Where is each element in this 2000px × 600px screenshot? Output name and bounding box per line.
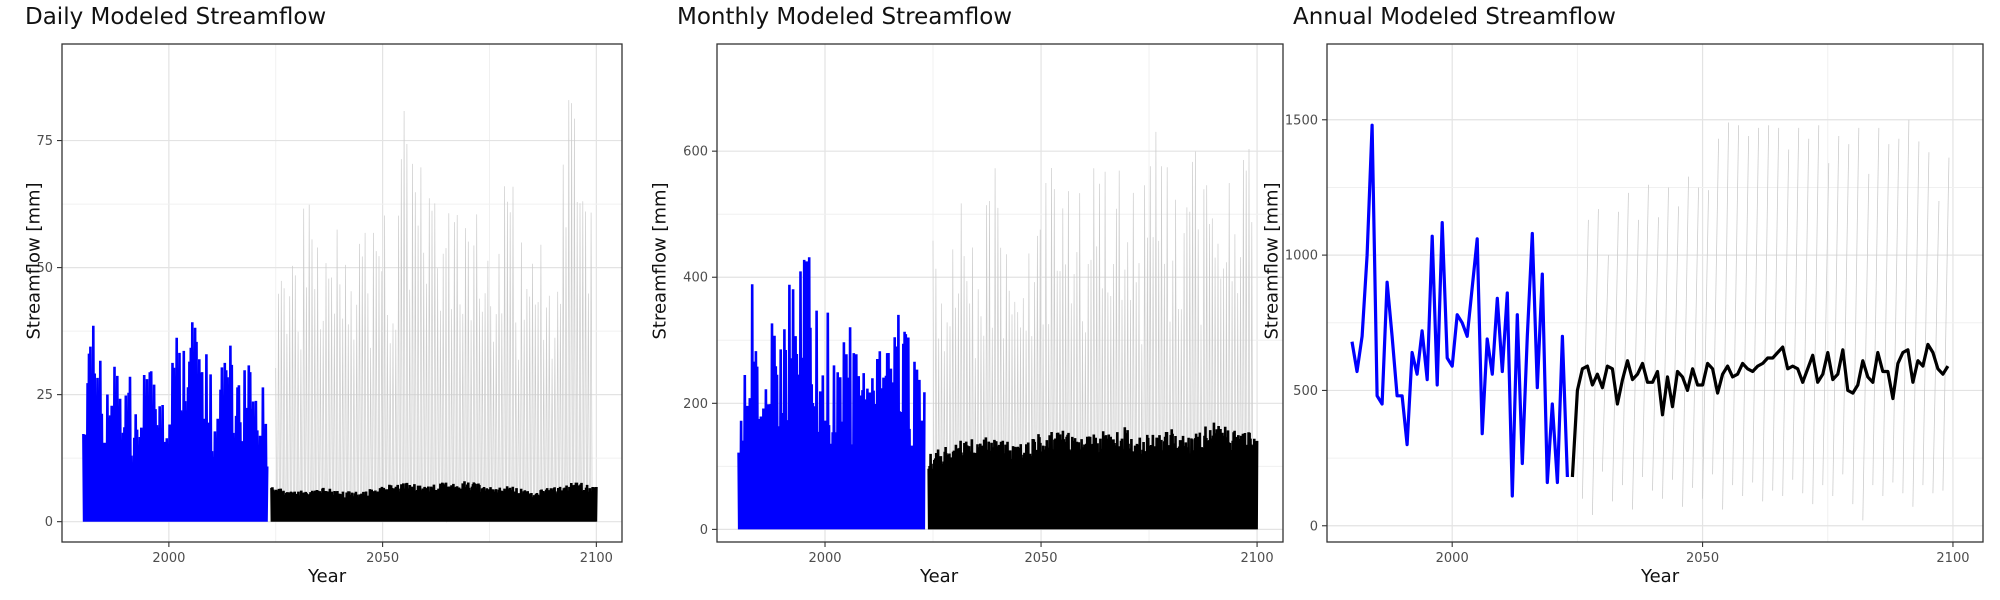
series-line-projected-range <box>1872 127 1880 486</box>
series-line-projected-range <box>1742 136 1750 496</box>
chart-plot-annual: 2000 2050 2100 0 500 1000 1500 <box>1285 43 1984 566</box>
series-line-projected-range <box>1632 219 1639 510</box>
plot-border <box>1326 43 1984 543</box>
x-tick-label: 2000 <box>152 551 185 566</box>
series-line-projected-range <box>1732 125 1740 486</box>
chart-panel-daily: Daily Modeled Streamflow 2000 2050 2100 0 25… <box>23 0 665 600</box>
x-tick-label: 2000 <box>1436 551 1469 566</box>
y-tick-label: 1000 <box>1285 249 1318 264</box>
chart-title: Daily Modeled Streamflow <box>25 4 327 30</box>
series-line-projected-range <box>1852 127 1860 505</box>
plot-border <box>61 43 623 543</box>
series-line-projected-range <box>1942 157 1950 491</box>
y-tick-label: 1500 <box>1285 113 1318 128</box>
y-tick-label: 500 <box>1293 384 1318 399</box>
y-tick-label: 0 <box>700 523 708 538</box>
series-line-projected-range <box>1832 136 1840 496</box>
x-tick-label: 2100 <box>580 551 613 566</box>
y-tick-label: 50 <box>36 261 53 276</box>
series-line-projected-range <box>1712 138 1719 475</box>
x-tick-label: 2100 <box>1241 551 1274 566</box>
plot-border <box>716 43 1284 543</box>
x-tick-label: 2050 <box>366 551 399 566</box>
y-tick-label: 75 <box>36 134 53 149</box>
series-line-projected-range <box>1682 176 1689 507</box>
series-line-projected-range <box>1592 209 1599 515</box>
series-line-projected-range <box>1662 187 1669 499</box>
chart-panel-annual: Annual Modeled Streamflow 2000 2050 2100 0 5… <box>1262 0 1984 600</box>
series-line-projected-range <box>1622 192 1629 486</box>
series-line-projected-mean <box>927 422 1259 530</box>
series-line-projected-range <box>1812 125 1820 505</box>
x-tick-label: 2100 <box>1936 551 1969 566</box>
chart-title: Monthly Modeled Streamflow <box>677 4 1013 30</box>
series-line-projected-range <box>1612 211 1619 502</box>
x-tick-label: 2050 <box>1686 551 1719 566</box>
series-line-projected-range <box>1932 200 1940 494</box>
series-line-projected-range <box>1782 149 1790 496</box>
series-line-projected-range <box>1652 217 1659 491</box>
y-tick-label: 0 <box>1310 519 1318 534</box>
series-line-historical <box>82 322 269 522</box>
x-tick-label: 2000 <box>808 551 841 566</box>
series-line-projected-range <box>1722 122 1730 510</box>
chart-plot-monthly: 2000 2050 2100 0 200 400 600 <box>683 43 1284 566</box>
series-line-projected-mean <box>1570 342 1950 478</box>
chart-panel-monthly: Monthly Modeled Streamflow 2000 2050 2100 0… <box>650 0 1317 600</box>
series-line-projected-range <box>1692 187 1699 488</box>
series-line-projected-range <box>1822 163 1830 486</box>
series-line-projected-range <box>1792 127 1800 480</box>
chart-title: Annual Modeled Streamflow <box>1293 4 1616 30</box>
series-line-projected-range <box>1902 119 1910 494</box>
series-line-projected-range <box>1802 138 1810 494</box>
y-axis-label: Streamflow [mm] <box>649 182 671 340</box>
y-tick-label: 400 <box>683 271 708 286</box>
series-line-historical <box>737 257 926 530</box>
series-line-projected-range <box>1892 138 1900 483</box>
series-line-projected-range <box>1752 127 1760 483</box>
series-line-projected-range <box>1772 127 1780 491</box>
series-line-projected-range <box>1842 144 1850 475</box>
series-line-historical <box>1350 123 1569 498</box>
series-line-projected-range <box>1922 152 1930 486</box>
series-line-projected-range <box>1702 190 1709 499</box>
chart-plot-daily: 2000 2050 2100 0 25 50 75 <box>36 43 623 566</box>
series-line-projected-range <box>1862 173 1870 521</box>
series-line-projected-range <box>1912 141 1920 507</box>
series-line-projected-range <box>1642 184 1649 478</box>
y-tick-label: 0 <box>45 515 53 530</box>
x-tick-label: 2050 <box>1024 551 1057 566</box>
x-axis-label: Year <box>920 566 959 587</box>
y-axis-label: Streamflow [mm] <box>1261 182 1283 340</box>
y-tick-label: 25 <box>36 388 53 403</box>
series-line-projected-range <box>1581 219 1589 499</box>
y-tick-label: 600 <box>683 145 708 160</box>
series-line-projected-mean <box>270 481 598 522</box>
y-tick-label: 200 <box>683 397 708 412</box>
x-axis-label: Year <box>1641 566 1680 587</box>
y-axis-label: Streamflow [mm] <box>23 182 45 340</box>
x-axis-label: Year <box>308 566 347 587</box>
series-line-projected-range <box>1602 255 1609 472</box>
series-line-projected-range <box>1762 125 1770 502</box>
series-line-projected-range <box>1672 206 1679 480</box>
series-line-projected-range <box>1882 144 1890 496</box>
